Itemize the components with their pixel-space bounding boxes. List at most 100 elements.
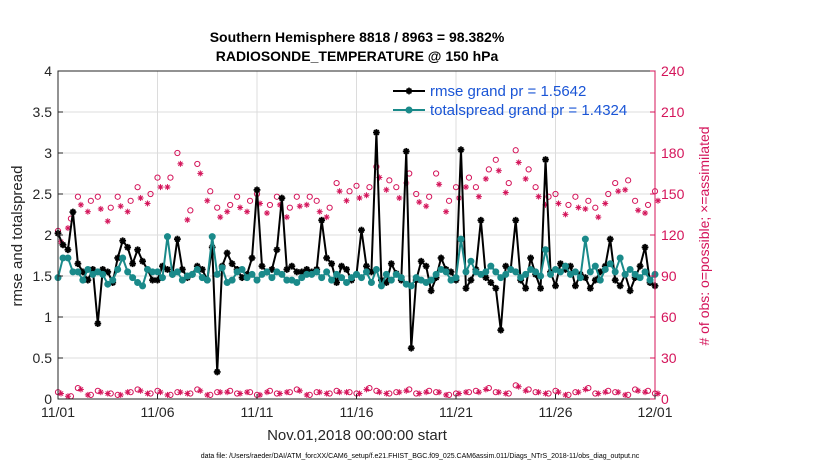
obs-assimilated-low-marker (515, 383, 522, 390)
star-stroke (418, 258, 425, 265)
rmse-point (94, 320, 102, 327)
obs-assimilated-low-marker (104, 390, 111, 397)
obs-assimilated-low-marker (144, 390, 151, 397)
obs-assimilated-marker (157, 184, 164, 191)
rmse-point (611, 276, 619, 284)
star-stroke (456, 391, 462, 396)
obs-assimilated-low-marker (336, 389, 343, 396)
star-stroke (158, 184, 163, 190)
star-stroke (257, 392, 263, 398)
obs-possible-marker (445, 197, 453, 204)
rmse-point (124, 243, 132, 251)
obs-assimilated-marker (482, 175, 489, 182)
totalspread-point (407, 282, 415, 290)
y-tick-label: 0 (44, 391, 52, 407)
totalspread-point (462, 268, 470, 276)
obs-possible-marker (433, 170, 440, 177)
star-stroke (118, 392, 124, 398)
star-stroke (502, 263, 509, 270)
obs-possible-marker (625, 177, 632, 184)
rmse-point (572, 282, 579, 290)
y-tick-label: 2.5 (33, 186, 53, 202)
obs-possible-marker (187, 207, 194, 214)
obs-assimilated-marker (343, 197, 350, 204)
totalspread-point (646, 276, 654, 284)
rmse-point (253, 186, 261, 194)
obs-assimilated-marker (642, 210, 649, 217)
obs-assimilated-marker (416, 199, 423, 206)
obs-assimilated-low-marker (555, 389, 562, 396)
rmse-point (258, 262, 266, 270)
star-stroke (587, 285, 594, 292)
star-stroke (582, 386, 588, 392)
obs-assimilated-low-marker (84, 391, 91, 398)
obs-possible-marker (565, 201, 572, 209)
obs-assimilated-marker (104, 218, 111, 225)
obs-assimilated-marker (602, 200, 609, 207)
star-stroke (635, 207, 641, 213)
obs-assimilated-low-marker (316, 389, 323, 396)
totalspread-point (387, 276, 395, 284)
totalspread-point (467, 257, 475, 265)
obs-possible-marker (127, 197, 134, 204)
star-stroke (582, 206, 588, 212)
star-stroke (562, 392, 568, 398)
rmse-point (139, 257, 146, 265)
obs-possible-marker (87, 197, 94, 204)
y-right-tick-label: 30 (661, 350, 677, 366)
legend-spread-point (405, 106, 413, 114)
obs-assimilated-marker (575, 204, 582, 211)
totalspread-point (203, 276, 211, 284)
totalspread-point (278, 270, 286, 278)
obs-assimilated-marker (522, 175, 529, 182)
obs-possible-marker (227, 201, 234, 209)
star-stroke (443, 209, 449, 215)
star-stroke (124, 244, 131, 251)
star-stroke (323, 254, 330, 261)
star-stroke (278, 195, 285, 202)
star-stroke (357, 391, 362, 396)
star-stroke (214, 368, 221, 375)
star-stroke (324, 214, 330, 220)
totalspread-point (616, 254, 624, 262)
obs-assimilated-low-marker (363, 386, 370, 393)
obs-possible-marker (114, 193, 121, 200)
obs-assimilated-marker (495, 167, 502, 174)
obs-possible-marker (74, 193, 82, 200)
totalspread-point (547, 270, 555, 278)
rmse-point (626, 287, 634, 295)
y-tick-label: 1.5 (33, 268, 53, 284)
rmse-point (422, 262, 430, 270)
y-tick-label: 4 (44, 63, 52, 79)
totalspread-point (641, 268, 649, 276)
star-stroke (58, 391, 64, 396)
obs-possible-marker (214, 204, 221, 211)
star-stroke (408, 345, 415, 352)
obs-possible-marker (492, 156, 499, 163)
y-tick-label: 2 (44, 227, 52, 243)
y-right-tick-label: 210 (661, 104, 685, 120)
obs-assimilated-marker (177, 160, 184, 167)
obs-possible-marker (545, 193, 552, 200)
star-stroke (405, 87, 413, 95)
star-stroke (303, 266, 310, 273)
star-stroke (125, 209, 131, 215)
totalspread-point (243, 274, 251, 282)
star-stroke (482, 274, 489, 281)
star-stroke (114, 254, 121, 261)
star-stroke (503, 190, 509, 195)
star-stroke (396, 389, 402, 395)
star-stroke (557, 260, 564, 267)
star-stroke (85, 209, 91, 215)
star-stroke (615, 188, 621, 194)
y-right-tick-label: 90 (661, 268, 677, 284)
obs-assimilated-low-marker (562, 391, 569, 398)
totalspread-point (596, 276, 604, 284)
star-stroke (612, 277, 619, 284)
star-stroke (304, 202, 310, 208)
footer-data-file: data file: /Users/raeder/DAI/ATM_forcXX/… (201, 453, 640, 460)
star-stroke (344, 389, 350, 395)
star-stroke (383, 187, 389, 193)
totalspread-point (158, 274, 166, 282)
star-stroke (129, 260, 136, 267)
